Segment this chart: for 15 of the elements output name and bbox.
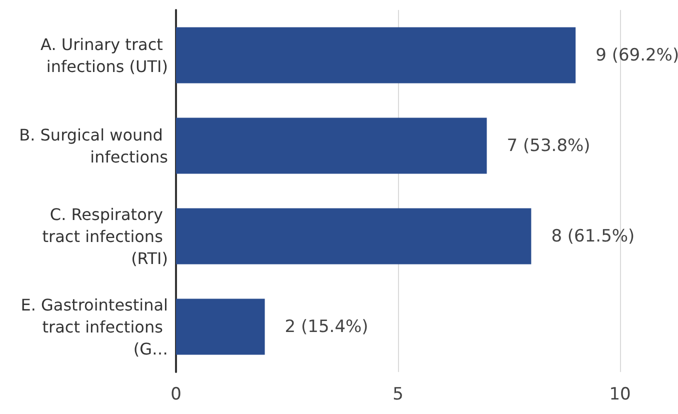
bar [176,208,532,264]
bar [176,118,487,174]
data-label: 7 (53.8%) [506,136,590,156]
y-tick-label: C. Respiratory tract infections (RTI) [42,204,168,268]
y-tick-label: E. Gastrointestinal tract infections (G… [20,295,168,358]
x-tick-label: 0 [170,384,182,404]
y-tick-label: B. Surgical wound infections [19,125,168,166]
x-tick-label: 5 [392,384,404,404]
x-tick-label: 10 [609,384,631,404]
y-tick-label: A. Urinary tract infections (UTI) [40,34,168,76]
bar [176,27,576,84]
data-label: 9 (69.2%) [596,45,678,66]
bar [176,298,265,355]
data-label: 2 (15.4%) [284,316,368,337]
data-label: 8 (61.5%) [551,226,635,246]
